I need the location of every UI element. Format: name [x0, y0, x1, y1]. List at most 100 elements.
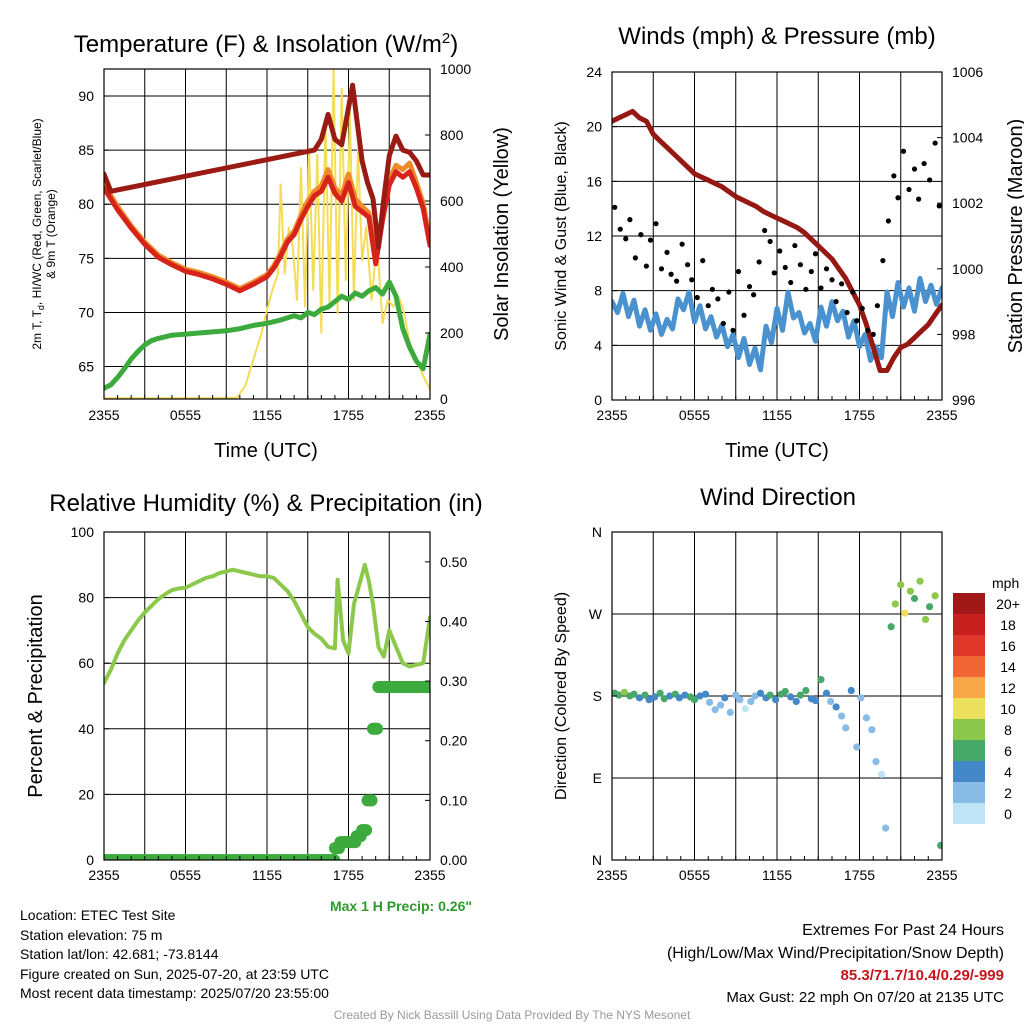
credit-line: Created By Nick Bassill Using Data Provi…: [334, 1008, 691, 1022]
gust-point: [617, 226, 623, 232]
gust-point: [911, 166, 918, 172]
colorbar-swatch: [953, 719, 985, 740]
gust-point: [854, 318, 860, 324]
direction-point: [781, 687, 789, 696]
humidity-xtick-label: 1755: [333, 867, 364, 883]
temperature-xtick-label: 1155: [252, 407, 282, 423]
winds-ylabel-right: Station Pressure (Maroon): [1005, 119, 1024, 354]
direction-point: [872, 758, 880, 766]
gust-point: [658, 266, 665, 272]
sonic_wind-line: [612, 275, 942, 373]
winds-y2tick-label: 1006: [952, 64, 983, 80]
temperature-y2tick-label: 1000: [440, 61, 471, 77]
colorbar-swatch: [953, 698, 985, 719]
direction-point: [882, 824, 890, 832]
direction-point: [897, 581, 905, 589]
temperature-xtick-label: 2355: [88, 407, 119, 423]
temp2m-line: [104, 169, 430, 294]
gust-point: [653, 221, 659, 227]
colorbar-label: 4: [1004, 764, 1012, 780]
direction-point: [877, 770, 886, 778]
gust-point: [632, 255, 638, 261]
direction-point: [721, 694, 729, 702]
gust-point: [751, 292, 757, 298]
direction-point: [666, 692, 674, 700]
gust-point: [936, 203, 942, 209]
gust-point: [900, 148, 907, 154]
humidity-y2tick-label: 0.00: [440, 852, 467, 868]
winds-ytick-label: 4: [594, 337, 602, 353]
max-precip-label: Max 1 H Precip: 0.26": [330, 898, 472, 914]
gust-point: [792, 242, 798, 249]
direction-point: [741, 705, 749, 713]
temperature-axes: 2355 0555 1155 1755 2355 65 70 75 80 85 90 0 200 400 6…: [78, 61, 471, 423]
temperature-marks: [104, 69, 430, 399]
gust-point: [668, 271, 674, 277]
gust-point: [679, 241, 685, 247]
direction-point: [857, 694, 865, 702]
colorbar-label: 14: [1000, 659, 1016, 675]
recent-timestamp: Most recent data timestamp: 2025/07/20 2…: [20, 985, 329, 1001]
direction-point: [696, 692, 704, 700]
direction-ytick-label: N: [592, 852, 602, 868]
direction-point: [853, 743, 861, 751]
colorbar-label: 20+: [996, 596, 1020, 612]
direction-point: [796, 691, 804, 699]
direction-point: [747, 697, 755, 706]
winds-xtick-label: 2355: [596, 407, 627, 423]
gust-point: [767, 238, 773, 245]
humidity-grid: [104, 532, 430, 860]
direction-point: [706, 698, 714, 706]
temperature-ylabel-right: Solar Insolation (Yellow): [491, 127, 513, 341]
winds-xtick-label: 1755: [844, 407, 875, 423]
direction-point: [711, 706, 719, 714]
winds-title: Winds (mph) & Pressure (mb): [618, 23, 935, 50]
direction-point: [681, 691, 689, 699]
gust-point: [818, 285, 824, 291]
gust-point: [797, 262, 803, 268]
direction-point: [811, 696, 820, 705]
gust-point: [880, 258, 886, 264]
direction-point: [726, 708, 734, 717]
direction-point: [787, 693, 795, 701]
pressure-line: [612, 108, 942, 373]
direction-title: Wind Direction: [700, 484, 856, 511]
direction-point: [868, 726, 876, 734]
gust-point: [664, 249, 670, 255]
temperature-y2tick-label: 800: [440, 127, 464, 143]
direction-point: [862, 714, 870, 722]
gust-point: [782, 264, 788, 271]
colorbar-label: 0: [1004, 806, 1012, 822]
direction-ylabel-left: Direction (Colored By Speed): [553, 592, 570, 800]
gust-point: [715, 296, 721, 302]
winds-y2tick-label: 996: [952, 392, 976, 408]
direction-ytick-label: E: [593, 770, 602, 786]
direction-point: [832, 703, 840, 711]
direction-point: [645, 696, 653, 704]
gust-point: [885, 218, 891, 224]
direction-point: [751, 692, 759, 700]
direction-point: [620, 688, 628, 696]
direction-point: [887, 623, 895, 631]
temperature-y2tick-label: 200: [440, 325, 464, 341]
temperature-xtick-label: 0555: [170, 407, 201, 423]
humidity-ytick-label: 80: [78, 590, 94, 606]
direction-point: [717, 701, 725, 709]
winds-ytick-label: 12: [586, 228, 602, 244]
humidity-xtick-label: 2355: [88, 867, 119, 883]
gust-point: [932, 140, 938, 146]
colorbar-label: 18: [1000, 617, 1016, 633]
direction-point: [926, 603, 934, 611]
winds-xtick-label: 0555: [679, 407, 710, 423]
direction-xtick-label: 1155: [762, 867, 792, 883]
direction-point: [690, 696, 699, 704]
colorbar-swatch: [953, 677, 985, 698]
direction-point: [916, 577, 924, 585]
station-latlon: Station lat/lon: 42.681; -73.8144: [20, 946, 219, 962]
humidity-xtick-label: 0555: [170, 867, 201, 883]
direction-point: [675, 694, 683, 702]
gust-point: [850, 289, 856, 295]
gust-point: [859, 305, 865, 312]
